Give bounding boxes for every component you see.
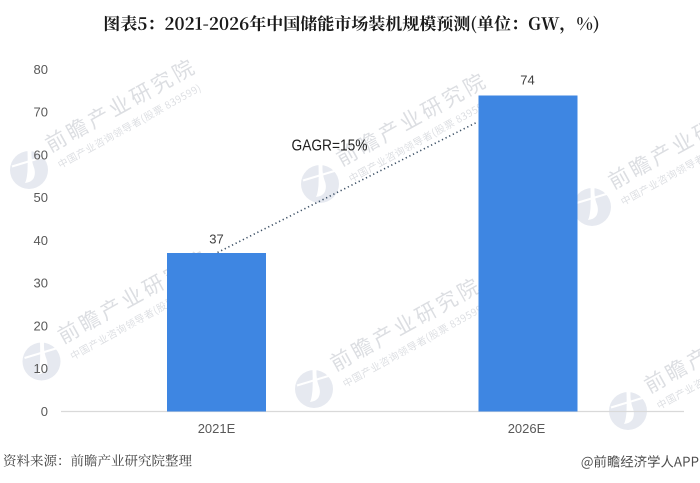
svg-text:10: 10 bbox=[34, 361, 48, 376]
svg-text:80: 80 bbox=[34, 62, 48, 77]
svg-text:70: 70 bbox=[34, 105, 48, 120]
svg-text:2021E: 2021E bbox=[198, 421, 236, 436]
svg-text:30: 30 bbox=[34, 276, 48, 291]
svg-text:20: 20 bbox=[34, 318, 48, 333]
svg-text:74: 74 bbox=[520, 73, 534, 88]
svg-text:37: 37 bbox=[209, 232, 223, 247]
svg-text:0: 0 bbox=[41, 404, 48, 419]
svg-text:40: 40 bbox=[34, 233, 48, 248]
svg-text:2026E: 2026E bbox=[508, 421, 546, 436]
svg-text:GAGR=15%: GAGR=15% bbox=[292, 138, 368, 155]
svg-text:50: 50 bbox=[34, 190, 48, 205]
svg-text:60: 60 bbox=[34, 147, 48, 162]
